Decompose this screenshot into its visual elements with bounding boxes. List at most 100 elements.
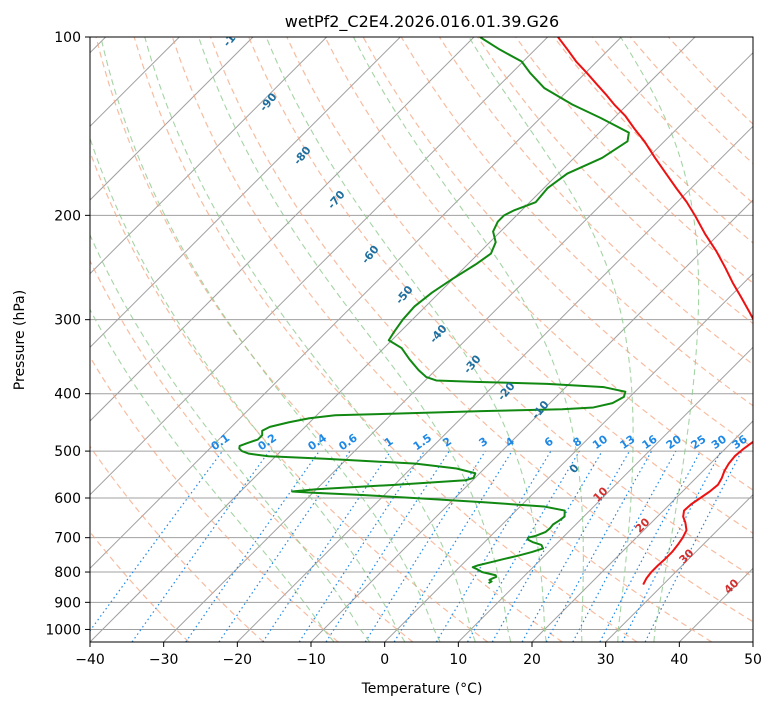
y-axis-label: Pressure (hPa)	[12, 290, 28, 390]
isotherm-line	[236, 125, 753, 642]
isotherm-line	[605, 493, 753, 642]
moist-adiabat-label: 0	[567, 461, 582, 475]
mixing-ratio-label: 20	[664, 432, 684, 452]
isotherm-line	[678, 567, 753, 642]
isotherm-line	[752, 641, 753, 642]
mixing-ratio-line	[644, 450, 743, 642]
moist-adiabat-label: -100	[220, 20, 248, 50]
mixing-ratio-label: 6	[542, 435, 556, 450]
moist-adiabat-line	[144, 37, 476, 642]
dry-adiabat-line	[248, 37, 753, 578]
mixing-ratio-line	[185, 450, 320, 642]
dry-adiabat-label: 30	[677, 546, 697, 566]
y-tick-label: 800	[54, 565, 81, 581]
moist-adiabat-label: -60	[359, 243, 382, 267]
isotherm-line	[163, 51, 753, 642]
isotherm-line	[90, 37, 696, 642]
dry-adiabat-line	[90, 531, 190, 642]
moist-adiabat-line	[468, 37, 634, 642]
mixing-ratio-line	[466, 450, 580, 642]
temperature-profile-line	[557, 37, 753, 586]
mixing-ratio-label: 10	[590, 432, 610, 452]
dewpoint-profile-line	[238, 37, 630, 584]
mixing-ratio-label: 30	[709, 432, 729, 452]
dry-adiabat-line	[133, 37, 638, 642]
moist-adiabat-line	[620, 37, 700, 642]
mixing-ratio-line	[393, 450, 513, 642]
y-tick-label: 500	[54, 444, 81, 460]
y-tick-label: 700	[54, 531, 81, 547]
chart-title: wetPf2_C2E4.2026.016.01.39.G26	[285, 12, 559, 32]
dry-adiabat-label: 20	[633, 515, 653, 535]
isotherm-line	[90, 37, 328, 275]
x-tick-label: 20	[523, 652, 541, 668]
plot-frame	[89, 36, 754, 643]
axes-layer: −40 −30 −20 −10 0 10 20 30 40 5010020030040050060…	[45, 30, 762, 668]
x-tick-label: −10	[296, 652, 326, 668]
mixing-ratio-label: 3	[477, 435, 491, 450]
dry-adiabat-line	[90, 445, 264, 642]
x-tick-label: 40	[670, 652, 688, 668]
isotherm-line	[90, 37, 549, 496]
dry-adiabat-line	[286, 37, 753, 534]
mixing-ratio-line	[572, 450, 677, 642]
moist-adiabat-line	[352, 37, 584, 642]
y-tick-label: 300	[54, 313, 81, 329]
moist-adiabat-label: -30	[461, 352, 484, 376]
dry-adiabat-line	[90, 259, 414, 642]
x-tick-label: −40	[75, 652, 105, 668]
mixing-ratio-line	[262, 450, 392, 642]
dry-adiabat-line	[553, 37, 753, 244]
moist-adiabat-line	[265, 37, 547, 642]
dry-adiabat-label: 40	[722, 576, 742, 596]
mixing-ratio-label: 1	[382, 435, 396, 450]
dry-adiabat-label: 10	[591, 484, 611, 504]
isotherm-line	[90, 37, 254, 201]
dry-adiabat-line	[324, 37, 753, 491]
isotherm-line	[90, 37, 475, 422]
mixing-ratio-label: 13	[617, 433, 637, 452]
isotherm-line	[531, 420, 753, 642]
mixing-ratio-label: 8	[571, 435, 585, 450]
moist-adiabat-label: -90	[257, 90, 280, 114]
x-tick-label: 0	[380, 652, 389, 668]
moist-adiabat-label: -80	[291, 144, 314, 168]
y-tick-label: 900	[54, 595, 81, 611]
x-tick-label: 50	[744, 652, 762, 668]
moist-adiabat-line	[198, 37, 512, 642]
y-tick-label: 100	[54, 30, 81, 46]
moist-adiabat-label: -70	[325, 188, 348, 212]
dry-adiabat-line	[95, 37, 563, 642]
mixing-ratio-line	[90, 450, 223, 632]
x-axis-label: Temperature (°C)	[361, 681, 483, 697]
mixing-ratio-line	[364, 450, 486, 642]
isotherm-line	[457, 346, 753, 642]
dry-adiabat-line	[90, 355, 339, 642]
mixing-ratio-line	[131, 450, 270, 642]
x-tick-label: −20	[223, 652, 253, 668]
dry-adiabat-line	[438, 37, 753, 366]
profile-layer	[238, 37, 753, 586]
x-tick-label: 10	[449, 652, 467, 668]
dry-adiabat-line	[209, 37, 753, 623]
mixing-ratio-line	[599, 450, 702, 642]
reference-adiabat-line	[0, 37, 10, 642]
moist-adiabat-line	[90, 308, 335, 642]
dry-adiabat-line	[515, 37, 753, 284]
mixing-ratio-line	[218, 450, 351, 642]
mixing-ratio-line	[325, 450, 450, 642]
y-tick-label: 1000	[45, 622, 81, 638]
mixing-ratio-line	[298, 450, 425, 642]
mixing-ratio-label: 36	[730, 432, 750, 452]
y-tick-label: 400	[54, 387, 81, 403]
mixing-ratio-line	[545, 450, 653, 642]
moist-adiabat-label: -40	[427, 322, 450, 346]
isotherm-line	[90, 37, 401, 349]
moist-adiabat-line	[90, 136, 406, 642]
moist-adiabat-label: -50	[393, 283, 416, 307]
grid-layer	[0, 37, 753, 642]
dry-adiabat-line	[171, 37, 713, 642]
mixing-ratio-label: 25	[689, 433, 709, 452]
mixing-ratio-label: 16	[640, 432, 660, 452]
